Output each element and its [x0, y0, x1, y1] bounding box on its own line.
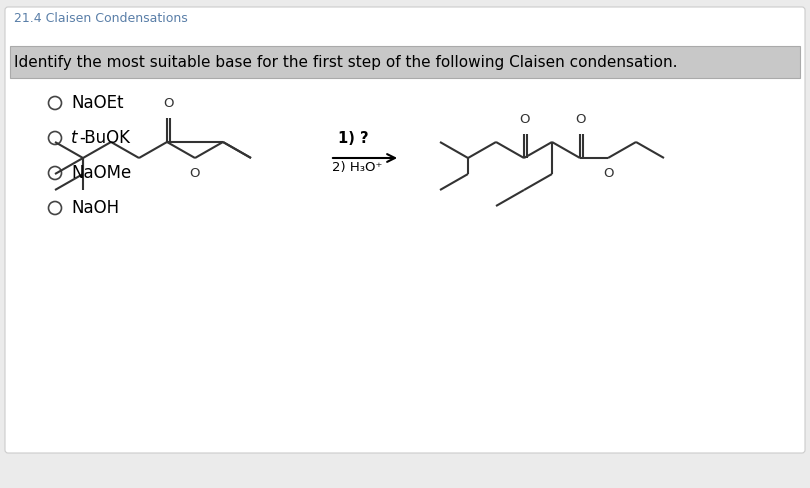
- Text: O: O: [190, 167, 200, 180]
- Text: NaOMe: NaOMe: [71, 164, 131, 182]
- Text: O: O: [576, 113, 586, 126]
- Text: 2) H₃O⁺: 2) H₃O⁺: [332, 161, 382, 174]
- Text: O: O: [603, 167, 613, 180]
- Bar: [10, 46, 800, 78]
- Text: O: O: [163, 97, 173, 110]
- Text: NaOEt: NaOEt: [71, 94, 123, 112]
- Text: O: O: [520, 113, 531, 126]
- Text: 21.4 Claisen Condensations: 21.4 Claisen Condensations: [14, 12, 188, 24]
- Text: NaOH: NaOH: [71, 199, 119, 217]
- Text: t: t: [71, 129, 78, 147]
- Text: -BuOK: -BuOK: [79, 129, 130, 147]
- Text: 1) ?: 1) ?: [338, 131, 369, 146]
- Text: Identify the most suitable base for the first step of the following Claisen cond: Identify the most suitable base for the …: [14, 55, 677, 69]
- FancyBboxPatch shape: [5, 7, 805, 453]
